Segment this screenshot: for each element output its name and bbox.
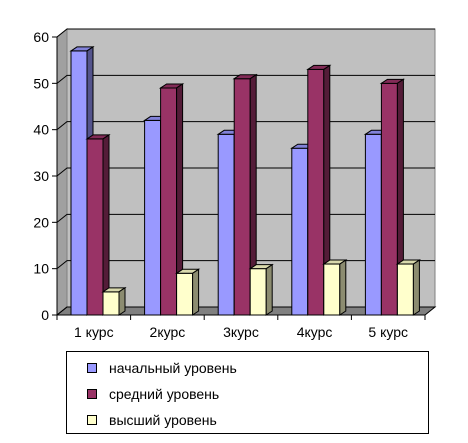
bar-front	[249, 268, 267, 316]
legend-item-series-2: средний уровень	[87, 382, 219, 406]
y-tick-label: 30	[33, 168, 49, 184]
bar-2-4	[306, 64, 332, 316]
bar-side	[412, 259, 420, 316]
legend-swatch-series-3	[87, 415, 97, 425]
x-category-label: 2курс	[150, 324, 186, 340]
bar-3-3	[248, 263, 274, 316]
legend-swatch-series-1	[87, 363, 97, 373]
bar-3-4	[322, 259, 348, 316]
gridline	[56, 28, 435, 38]
bar-front	[86, 138, 104, 316]
x-category-label: 3курс	[223, 324, 259, 340]
bar-front	[217, 133, 235, 316]
bar-front	[233, 78, 251, 316]
bar-3-5	[395, 259, 422, 316]
bar-2-1	[85, 133, 111, 316]
legend-label-series-2: средний уровень	[109, 386, 220, 402]
bar-front	[176, 272, 194, 316]
bar-front	[70, 50, 88, 316]
bar-front	[380, 82, 398, 316]
bar-3-2	[174, 268, 201, 316]
bar-2-5	[379, 78, 406, 316]
bar-side	[265, 263, 273, 316]
legend: начальный уровень средний уровень высший…	[66, 351, 429, 434]
bar-front	[323, 263, 341, 316]
x-axis-category-labels: 1 курс 2курс 3курс 4курс 5 курс	[74, 324, 408, 340]
bar-front	[307, 68, 325, 316]
y-tick-label: 0	[41, 307, 49, 323]
bar-chart: 0 10 20 30 40 50 60 1 курс 2курс 3курс 4курс 5 кур…	[33, 27, 437, 340]
bars	[69, 45, 422, 316]
bar-3-1	[101, 286, 127, 316]
bar-side	[339, 259, 347, 316]
y-tick-label: 60	[33, 29, 49, 45]
bar-front	[291, 147, 309, 316]
bar-front	[160, 87, 178, 316]
legend-item-series-1: начальный уровень	[87, 356, 237, 380]
x-category-label: 1 курс	[74, 324, 114, 340]
legend-label-series-3: высший уровень	[109, 412, 217, 428]
bar-front	[364, 133, 382, 316]
legend-label-series-1: начальный уровень	[109, 360, 237, 376]
bar-front	[102, 291, 120, 316]
bar-front	[396, 263, 414, 316]
y-axis-tick-labels: 0 10 20 30 40 50 60	[33, 29, 49, 323]
bar-front	[144, 119, 162, 316]
y-tick-label: 50	[33, 75, 49, 91]
x-category-label: 4курс	[297, 324, 333, 340]
y-tick-label: 20	[33, 214, 49, 230]
legend-item-series-3: высший уровень	[87, 408, 217, 432]
y-tick-label: 40	[33, 122, 49, 138]
bar-side	[118, 286, 126, 316]
legend-swatch-series-2	[87, 389, 97, 399]
bar-side	[192, 268, 200, 316]
x-category-label: 5 курс	[368, 324, 408, 340]
y-tick-label: 10	[33, 261, 49, 277]
